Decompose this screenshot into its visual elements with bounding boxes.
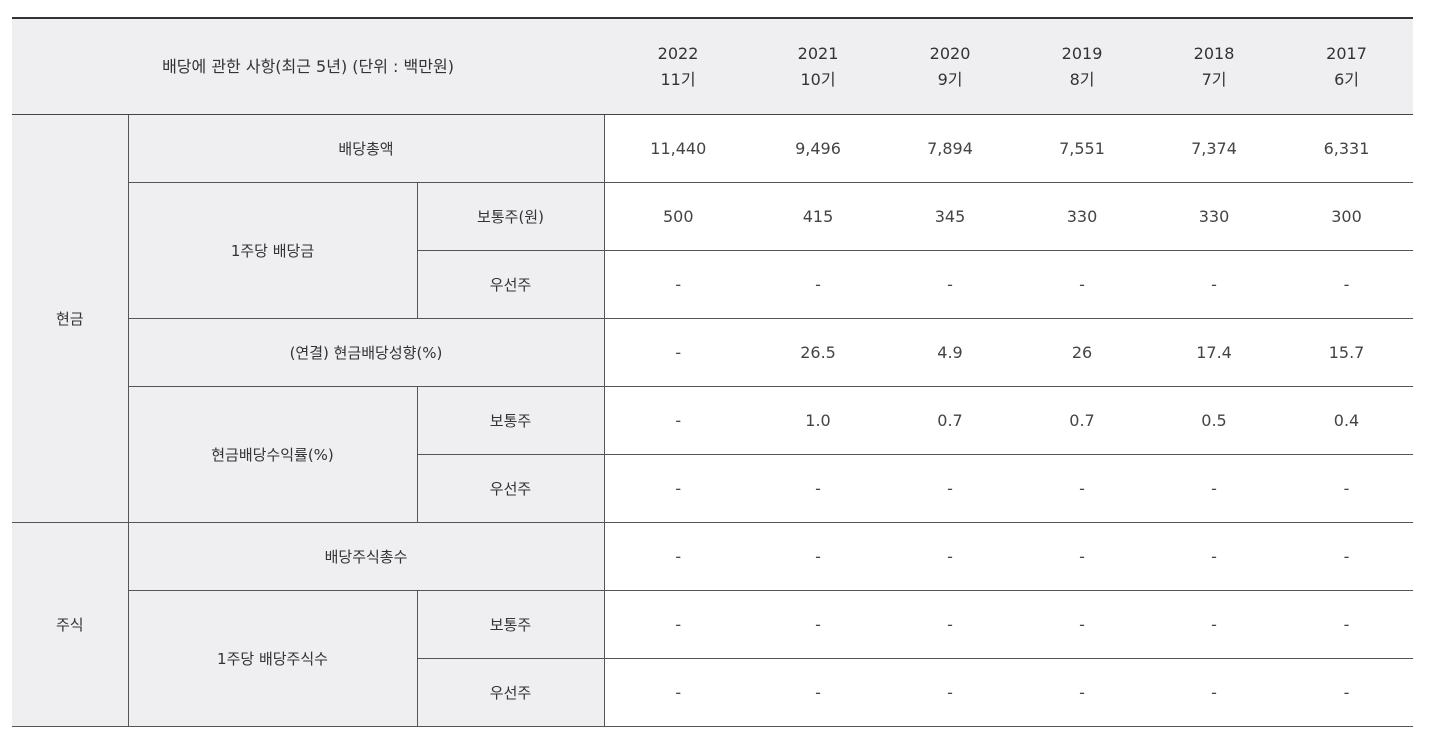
table-row: 우선주 - - - - - - (12, 250, 1414, 319)
year-header: 2022 11기 (604, 18, 753, 115)
table-cell: - (1148, 590, 1281, 659)
table-cell: 7,894 (884, 114, 1017, 183)
table-cell: - (1280, 658, 1414, 727)
table-cell: - (752, 250, 885, 319)
table-cell: - (1148, 250, 1281, 319)
table-cell: - (604, 590, 753, 659)
table-cell: 300 (1280, 182, 1414, 251)
table-row: 우선주 - - - - - - (12, 658, 1414, 727)
term-label: 10기 (800, 69, 836, 89)
table-cell: 15.7 (1280, 318, 1414, 387)
sub-row-label: 보통주(원) (417, 182, 605, 251)
dividend-table-container: 배당에 관한 사항(최근 5년) (단위 : 백만원) 2022 11기 2021… (12, 17, 1414, 727)
sub-row-label: 우선주 (417, 658, 605, 727)
term-label: 9기 (937, 69, 963, 89)
table-cell: 500 (604, 182, 753, 251)
table-cell: - (1148, 454, 1281, 523)
table-cell: 4.9 (884, 318, 1017, 387)
table-cell: 330 (1016, 182, 1149, 251)
sub-row-label: 우선주 (417, 454, 605, 523)
year-label: 2020 (929, 43, 971, 63)
year-label: 2018 (1193, 43, 1235, 63)
table-row: 현금배당수익률(%) 보통주 - 1.0 0.7 0.7 0.5 0.4 (12, 386, 1414, 523)
table-cell: - (1016, 522, 1149, 591)
table-cell: 9,496 (752, 114, 885, 183)
table-cell: - (752, 658, 885, 727)
row-label: 현금배당수익률(%) (128, 386, 418, 523)
row-label: 배당주식총수 (128, 522, 605, 591)
table-cell: 17.4 (1148, 318, 1281, 387)
table-cell: - (752, 522, 885, 591)
year-header: 2018 7기 (1148, 18, 1281, 115)
table-cell: - (1016, 658, 1149, 727)
table-row: 현금 배당총액 11,440 9,496 7,894 7,551 7,374 6… (12, 114, 1414, 523)
year-header: 2021 10기 (752, 18, 885, 115)
table-title: 배당에 관한 사항(최근 5년) (단위 : 백만원) (12, 18, 605, 115)
table-row: 주식 배당주식총수 - - - - - - (12, 522, 1414, 727)
table-cell: - (604, 454, 753, 523)
group-label-stock: 주식 (12, 522, 129, 727)
table-row: 우선주 - - - - - - (12, 454, 1414, 523)
table-row: 1주당 배당금 보통주(원) 500 415 345 330 330 300 (12, 182, 1414, 319)
table-cell: - (884, 590, 1017, 659)
year-label: 2017 (1326, 43, 1367, 63)
table-cell: 0.7 (1016, 386, 1149, 455)
table-row: 1주당 배당주식수 보통주 - - - - - - (12, 590, 1414, 727)
year-header: 2020 9기 (884, 18, 1017, 115)
table-cell: 6,331 (1280, 114, 1414, 183)
table-cell: 0.7 (884, 386, 1017, 455)
row-label: 1주당 배당금 (128, 182, 418, 319)
year-label: 2022 (657, 43, 699, 63)
table-cell: - (1280, 522, 1414, 591)
sub-row-label: 우선주 (417, 250, 605, 319)
dividend-table: 배당에 관한 사항(최근 5년) (단위 : 백만원) 2022 11기 2021… (12, 17, 1414, 727)
table-cell: 345 (884, 182, 1017, 251)
table-cell: - (884, 522, 1017, 591)
table-cell: - (604, 250, 753, 319)
table-cell: 330 (1148, 182, 1281, 251)
table-cell: 0.5 (1148, 386, 1281, 455)
term-label: 7기 (1201, 69, 1227, 89)
table-cell: - (1016, 454, 1149, 523)
table-cell: - (1280, 250, 1414, 319)
table-cell: - (884, 658, 1017, 727)
table-cell: - (752, 454, 885, 523)
term-label: 6기 (1334, 69, 1359, 89)
group-label-cash: 현금 (12, 114, 129, 523)
sub-row-label: 보통주 (417, 386, 605, 455)
table-row: (연결) 현금배당성향(%) - 26.5 4.9 26 17.4 15.7 (12, 318, 1414, 387)
year-label: 2021 (797, 43, 839, 63)
table-cell: - (1280, 590, 1414, 659)
table-cell: 415 (752, 182, 885, 251)
table-cell: 7,551 (1016, 114, 1149, 183)
row-label: (연결) 현금배당성향(%) (128, 318, 605, 387)
table-header-row: 배당에 관한 사항(최근 5년) (단위 : 백만원) 2022 11기 2021… (12, 18, 1414, 115)
sub-row-label: 보통주 (417, 590, 605, 659)
term-label: 8기 (1069, 69, 1095, 89)
table-cell: - (1280, 454, 1414, 523)
row-label: 1주당 배당주식수 (128, 590, 418, 727)
term-label: 11기 (660, 69, 696, 89)
table-cell: - (1148, 658, 1281, 727)
table-cell: - (1148, 522, 1281, 591)
year-label: 2019 (1061, 43, 1103, 63)
table-cell: - (604, 386, 753, 455)
table-cell: - (752, 590, 885, 659)
table-cell: 26 (1016, 318, 1149, 387)
table-cell: - (604, 318, 753, 387)
table-cell: - (1016, 250, 1149, 319)
table-cell: 7,374 (1148, 114, 1281, 183)
table-cell: - (884, 250, 1017, 319)
table-cell: 26.5 (752, 318, 885, 387)
year-header: 2019 8기 (1016, 18, 1149, 115)
table-cell: 0.4 (1280, 386, 1414, 455)
table-cell: 1.0 (752, 386, 885, 455)
table-cell: - (884, 454, 1017, 523)
table-cell: 11,440 (604, 114, 753, 183)
year-header: 2017 6기 (1280, 18, 1414, 115)
table-cell: - (604, 658, 753, 727)
table-cell: - (604, 522, 753, 591)
row-label: 배당총액 (128, 114, 605, 183)
table-cell: - (1016, 590, 1149, 659)
